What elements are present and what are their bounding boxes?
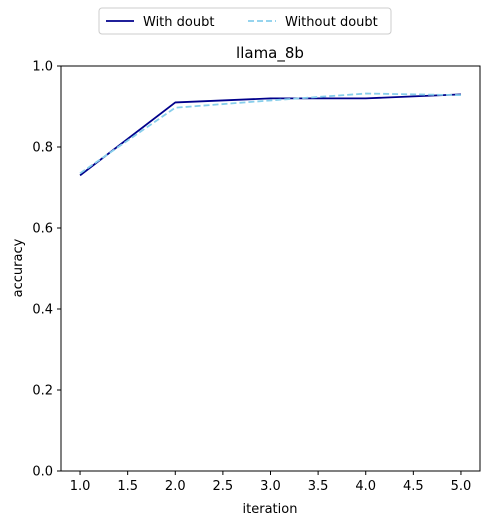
y-tick-label: 0.0 bbox=[32, 465, 53, 480]
y-tick-label: 0.4 bbox=[32, 303, 53, 318]
legend: With doubt Without doubt bbox=[98, 7, 392, 35]
y-tick-label: 1.0 bbox=[32, 60, 53, 75]
x-axis-label: iteration bbox=[243, 502, 298, 517]
y-axis-ticks: 0.0 0.2 0.4 0.6 0.8 1.0 bbox=[32, 60, 61, 480]
x-tick-label: 2.5 bbox=[213, 479, 234, 494]
x-tick-label: 3.0 bbox=[260, 479, 281, 494]
x-tick-label: 1.0 bbox=[70, 479, 91, 494]
plot-frame bbox=[60, 65, 481, 472]
x-tick-label: 4.5 bbox=[403, 479, 424, 494]
series-line-with-doubt bbox=[79, 93, 461, 177]
chart-title: llama_8b bbox=[236, 44, 304, 63]
x-tick-label: 5.0 bbox=[451, 479, 472, 494]
x-axis-ticks: 1.0 1.5 2.0 2.5 3.0 3.5 4.0 4.5 5.0 bbox=[70, 471, 472, 494]
x-tick-label: 4.0 bbox=[355, 479, 376, 494]
x-tick-label: 1.5 bbox=[117, 479, 138, 494]
y-tick-label: 0.6 bbox=[32, 222, 53, 237]
legend-label-without-doubt: Without doubt bbox=[285, 15, 378, 30]
legend-label-with-doubt: With doubt bbox=[143, 15, 214, 30]
x-tick-label: 2.0 bbox=[165, 479, 186, 494]
legend-frame bbox=[98, 7, 392, 35]
y-tick-label: 0.2 bbox=[32, 384, 53, 399]
x-tick-label: 3.5 bbox=[308, 479, 329, 494]
y-tick-label: 0.8 bbox=[32, 141, 53, 156]
series-layer bbox=[79, 92, 461, 177]
y-axis-label: accuracy bbox=[11, 238, 26, 297]
series-line-without-doubt bbox=[79, 92, 461, 175]
